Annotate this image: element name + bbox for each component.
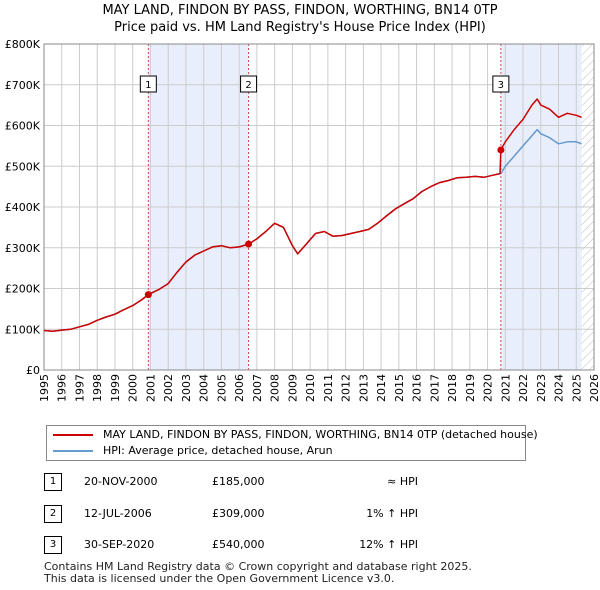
x-tick-label: 2023: [535, 374, 548, 402]
y-tick-label: £0: [26, 364, 40, 377]
x-tick-label: 2004: [198, 374, 211, 402]
y-tick-label: £700K: [5, 79, 41, 92]
sale-hpi-compare: 1% ↑ HPI: [366, 507, 418, 520]
x-tick-label: 1998: [91, 374, 104, 402]
x-tick-label: 2019: [464, 374, 477, 402]
x-tick-label: 2015: [393, 374, 406, 402]
x-tick-label: 2013: [357, 374, 370, 402]
sale-number-box: [139, 75, 157, 93]
x-tick-label: 2022: [517, 374, 530, 402]
sale-date: 20-NOV-2000: [84, 475, 158, 488]
x-tick-label: 2011: [322, 374, 335, 402]
x-tick-label: 2007: [251, 374, 264, 402]
sale-badge: 3: [44, 536, 62, 554]
x-tick-label: 2010: [304, 374, 317, 402]
x-tick-label: 2021: [499, 374, 512, 402]
legend-label-property: MAY LAND, FINDON BY PASS, FINDON, WORTHI…: [103, 428, 538, 441]
x-tick-label: 2026: [588, 374, 600, 402]
price-chart: £0 £100K £200K £300K £400K £500K £600K £700K £80…: [5, 38, 600, 402]
footer-copyright: Contains HM Land Registry data © Crown c…: [44, 561, 472, 585]
sale-number-label: 1: [145, 80, 151, 91]
x-tick-label: 2025: [570, 374, 583, 402]
sale-row: 1 20-NOV-2000 £185,000 ≈ HPI: [44, 472, 444, 492]
sale-point: [144, 291, 152, 299]
y-tick-label: £200K: [5, 283, 41, 296]
legend-item-property: MAY LAND, FINDON BY PASS, FINDON, WORTHI…: [53, 427, 538, 443]
x-tick-label: 2009: [286, 374, 299, 402]
x-tick-label: 2014: [375, 374, 388, 402]
x-tick-label: 2002: [162, 374, 175, 402]
sale-price: £185,000: [212, 475, 265, 488]
sale-point: [245, 240, 253, 248]
y-tick-label: £400K: [5, 201, 41, 214]
sale-number-label: 2: [245, 80, 251, 91]
x-tick-label: 2018: [446, 374, 459, 402]
sale-number-box: [492, 75, 510, 93]
x-tick-label: 1999: [109, 374, 122, 402]
x-tick-label: 2017: [428, 374, 441, 402]
x-tick-label: 1995: [38, 374, 51, 402]
sale-badge: 1: [44, 473, 62, 491]
legend-swatch-hpi: [53, 450, 93, 452]
sale-price: £540,000: [212, 538, 265, 551]
y-tick-label: £800K: [5, 38, 41, 51]
x-tick-label: 2006: [233, 374, 246, 402]
legend-label-hpi: HPI: Average price, detached house, Arun: [103, 444, 333, 457]
chart-legend: MAY LAND, FINDON BY PASS, FINDON, WORTHI…: [46, 425, 538, 461]
sale-date: 12-JUL-2006: [84, 507, 152, 520]
x-tick-label: 2020: [482, 374, 495, 402]
sale-point: [497, 146, 505, 154]
sale-hpi-compare: 12% ↑ HPI: [359, 538, 418, 551]
x-tick-label: 1996: [56, 374, 69, 402]
sale-number-label: 3: [498, 80, 504, 91]
legend-item-hpi: HPI: Average price, detached house, Arun: [53, 443, 333, 459]
sale-row: 3 30-SEP-2020 £540,000 12% ↑ HPI: [44, 535, 444, 555]
x-tick-label: 2001: [144, 374, 157, 402]
footer-line: Contains HM Land Registry data © Crown c…: [44, 560, 472, 573]
x-tick-label: 1997: [73, 374, 86, 402]
sale-date: 30-SEP-2020: [84, 538, 155, 551]
plot-frame: [43, 43, 595, 371]
sale-hpi-compare: ≈ HPI: [387, 475, 418, 488]
legend-swatch-property: [53, 434, 93, 436]
x-tick-label: 2000: [127, 374, 140, 402]
y-tick-label: £500K: [5, 160, 41, 173]
x-tick-label: 2005: [215, 374, 228, 402]
footer-line: This data is licensed under the Open Gov…: [44, 572, 395, 585]
x-tick-label: 2003: [180, 374, 193, 402]
sale-price: £309,000: [212, 507, 265, 520]
chart-title: MAY LAND, FINDON BY PASS, FINDON, WORTHI…: [102, 3, 498, 18]
chart-subtitle: Price paid vs. HM Land Registry's House …: [114, 20, 486, 35]
y-tick-label: £300K: [5, 242, 41, 255]
x-tick-label: 2024: [553, 374, 566, 402]
sale-row: 2 12-JUL-2006 £309,000 1% ↑ HPI: [44, 504, 444, 524]
x-tick-label: 2012: [340, 374, 353, 402]
x-tick-label: 2016: [411, 374, 424, 402]
sale-badge: 2: [44, 505, 62, 523]
sale-number-box: [240, 75, 258, 93]
x-tick-label: 2008: [269, 374, 282, 402]
y-tick-label: £600K: [5, 120, 41, 133]
y-tick-label: £100K: [5, 323, 41, 336]
